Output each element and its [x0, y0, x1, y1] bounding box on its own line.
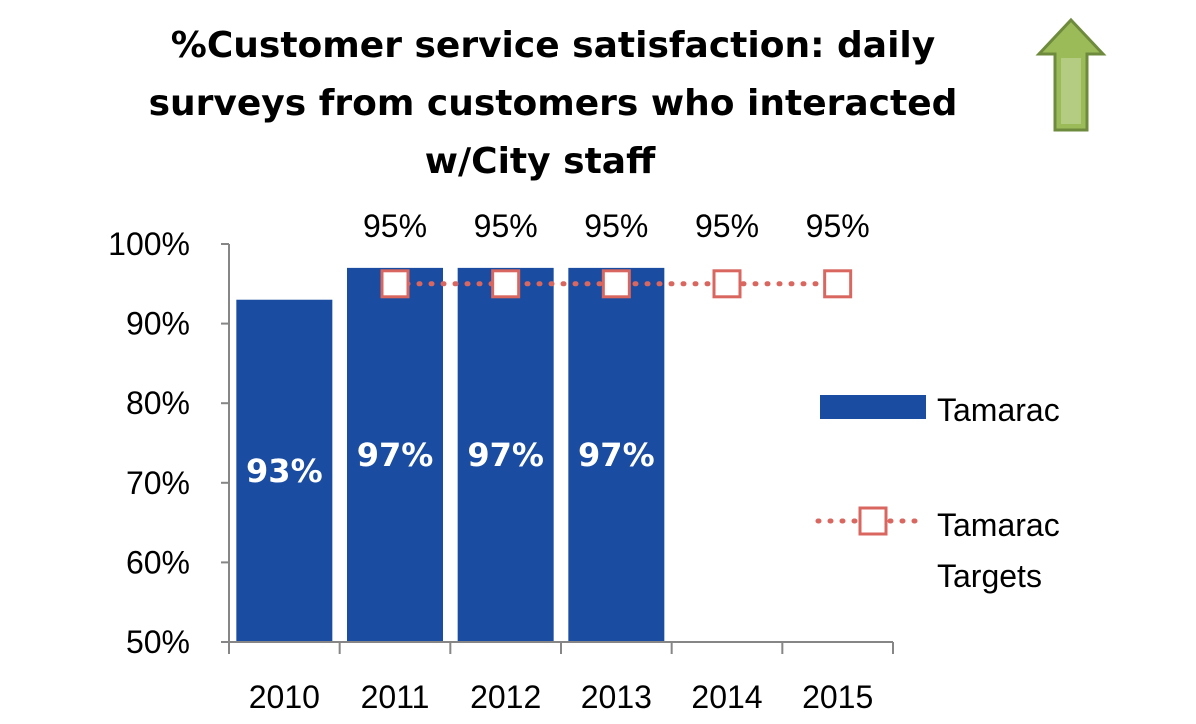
bar-2013	[568, 267, 665, 642]
x-tick-label: 2011	[361, 679, 430, 715]
target-marker-2011	[380, 269, 410, 299]
bar-data-label: 97%	[467, 436, 544, 474]
chart-title-line-3: w/City staff	[425, 141, 656, 182]
x-tick-label: 2015	[802, 679, 873, 715]
legend-label-targets-line2: Targets	[937, 558, 1042, 594]
chart-title-line-2: surveys from customers who interacted	[149, 83, 958, 124]
target-data-label: 95%	[363, 208, 427, 244]
x-tick-label: 2010	[249, 679, 320, 715]
y-tick-label: 100%	[108, 226, 190, 262]
y-tick-label: 60%	[126, 544, 190, 580]
up-arrow-icon	[1035, 17, 1107, 132]
x-tick-label: 2014	[691, 679, 762, 715]
target-data-label: 95%	[806, 208, 870, 244]
x-tick-label: 2013	[581, 679, 652, 715]
bar-data-label: 97%	[578, 436, 655, 474]
y-tick-label: 50%	[126, 624, 190, 660]
bar-2012	[457, 267, 554, 642]
target-data-label: 95%	[474, 208, 538, 244]
chart-title: %Customer service satisfaction: daily su…	[149, 25, 958, 182]
target-marker-2012	[491, 269, 521, 299]
legend-label-tamarac: Tamarac	[937, 392, 1060, 428]
target-marker-2013	[601, 269, 631, 299]
legend-label-targets-line1: Tamarac	[937, 507, 1060, 543]
target-marker-2015	[823, 269, 853, 299]
bar-2011	[347, 267, 443, 642]
target-data-label: 95%	[584, 208, 648, 244]
plot-area: 50% 60% 70% 80% 90% 100% 93% 97% 97% 97% 2010 2011 2…	[108, 208, 894, 715]
legend-swatch-targets-marker	[858, 506, 888, 536]
bar-data-label: 93%	[246, 452, 323, 490]
bar-2010	[236, 299, 333, 642]
target-data-label: 95%	[695, 208, 759, 244]
y-tick-label: 70%	[126, 465, 190, 501]
bar-data-label: 97%	[357, 436, 434, 474]
target-marker-2014	[712, 269, 742, 299]
y-tick-label: 90%	[126, 306, 190, 342]
legend-swatch-tamarac	[820, 395, 926, 419]
chart-title-line-1: %Customer service satisfaction: daily	[171, 25, 935, 66]
legend: Tamarac Tamarac Targets	[815, 392, 1060, 594]
x-tick-label: 2012	[470, 679, 541, 715]
y-tick-label: 80%	[126, 385, 190, 421]
